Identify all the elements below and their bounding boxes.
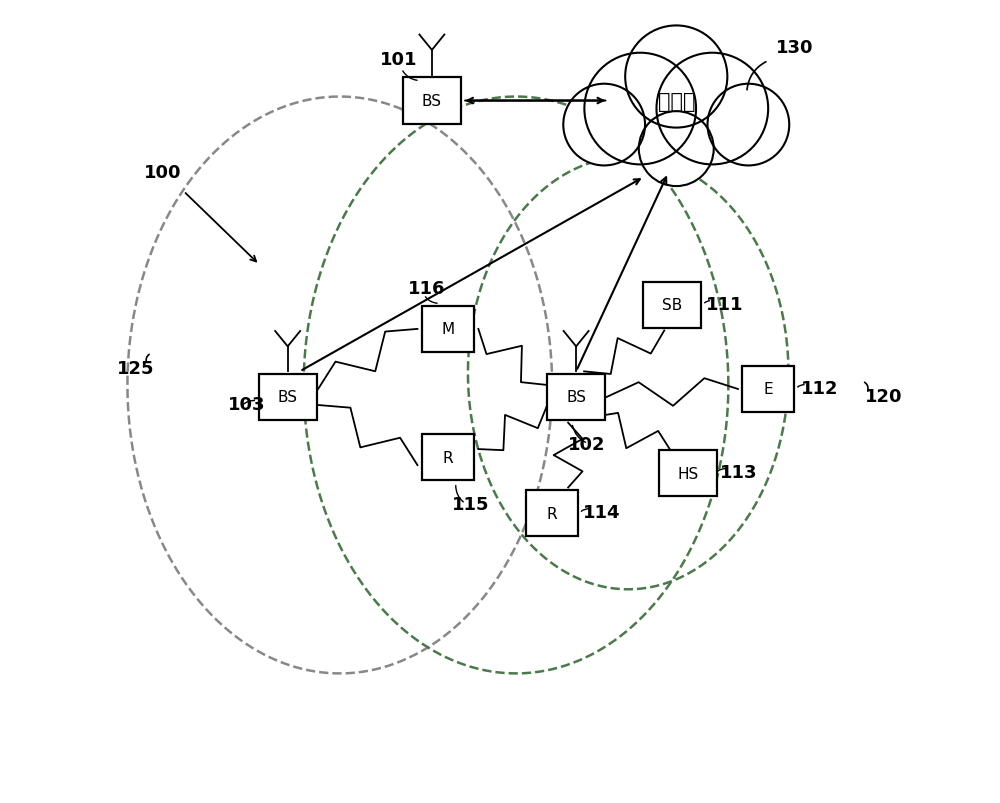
Text: 互联网: 互联网: [658, 92, 695, 112]
Text: 100: 100: [143, 164, 181, 181]
Text: 101: 101: [380, 51, 417, 69]
Text: 116: 116: [408, 279, 445, 297]
Text: SB: SB: [662, 298, 682, 313]
Text: 114: 114: [583, 503, 620, 521]
Circle shape: [708, 84, 789, 166]
Text: 103: 103: [228, 396, 265, 414]
Text: 111: 111: [706, 296, 743, 313]
Text: M: M: [441, 322, 454, 337]
Circle shape: [639, 112, 714, 187]
Text: 112: 112: [800, 380, 838, 397]
FancyBboxPatch shape: [422, 306, 474, 353]
Circle shape: [656, 54, 768, 165]
Text: 130: 130: [776, 39, 814, 57]
Text: HS: HS: [678, 466, 699, 481]
Circle shape: [584, 54, 696, 165]
FancyBboxPatch shape: [643, 283, 701, 328]
Text: 113: 113: [720, 463, 758, 482]
Text: 115: 115: [452, 495, 489, 514]
FancyBboxPatch shape: [403, 78, 461, 124]
Text: 120: 120: [865, 388, 902, 406]
Text: BS: BS: [422, 94, 442, 109]
Text: 125: 125: [117, 360, 155, 377]
Text: R: R: [547, 506, 557, 521]
Text: 102: 102: [568, 435, 606, 454]
FancyBboxPatch shape: [526, 491, 578, 536]
Text: R: R: [443, 450, 453, 465]
Text: BS: BS: [566, 390, 586, 405]
FancyBboxPatch shape: [742, 366, 794, 413]
FancyBboxPatch shape: [659, 450, 717, 497]
Text: E: E: [764, 382, 773, 397]
Circle shape: [625, 26, 727, 128]
Text: BS: BS: [278, 390, 298, 405]
FancyBboxPatch shape: [259, 374, 317, 421]
FancyBboxPatch shape: [547, 374, 605, 421]
FancyBboxPatch shape: [422, 434, 474, 481]
Circle shape: [563, 84, 645, 166]
